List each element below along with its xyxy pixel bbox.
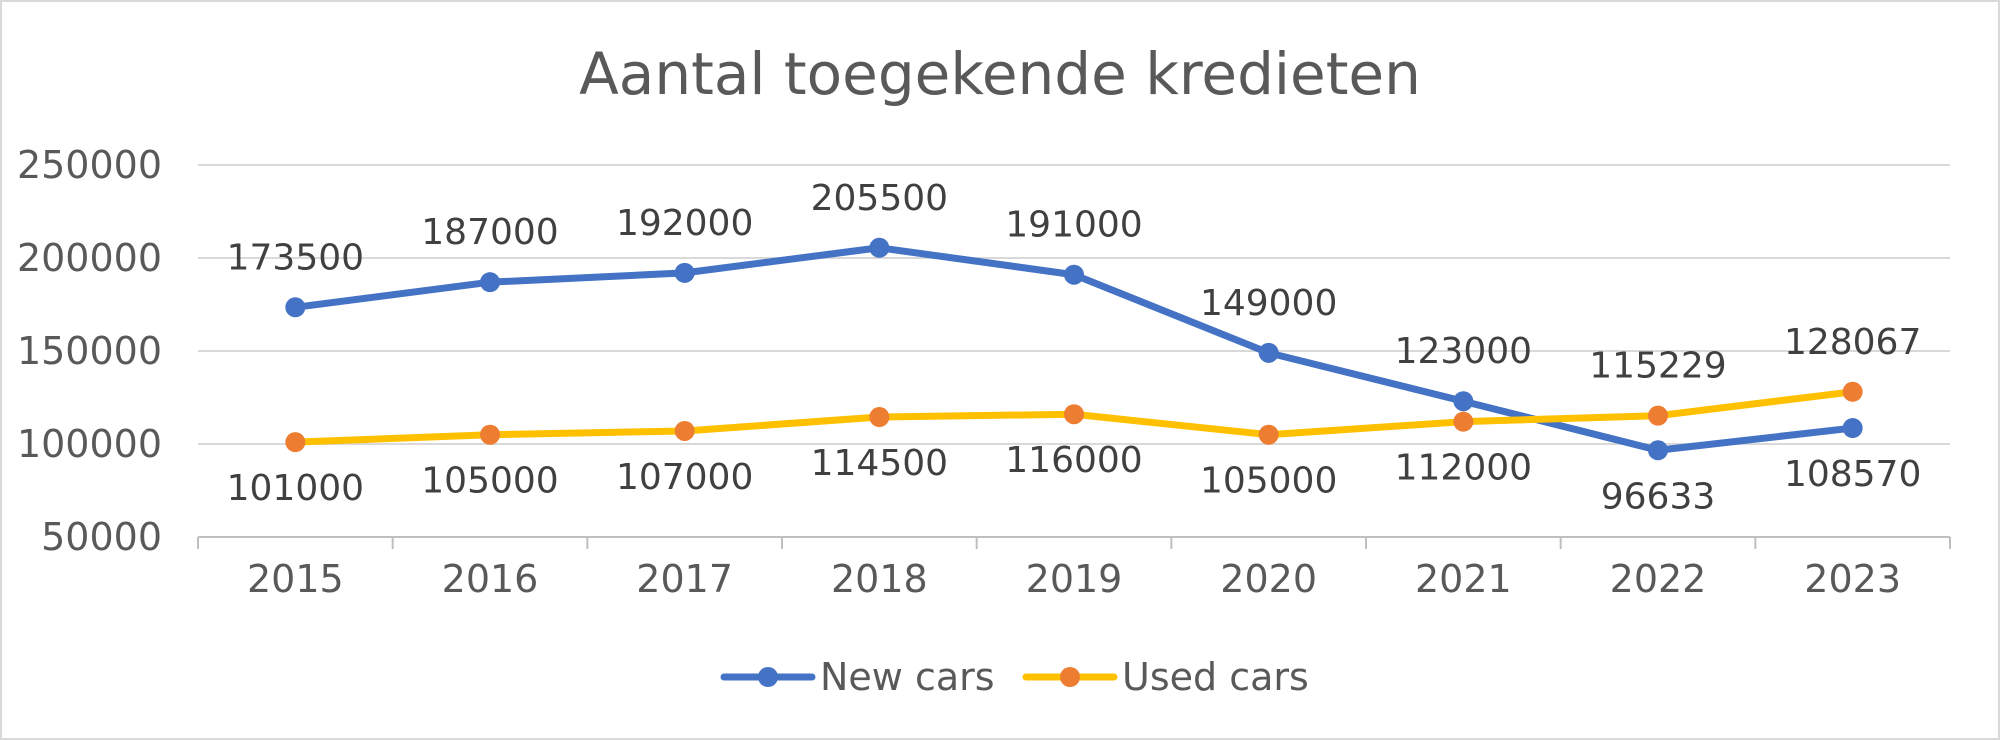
legend: New cars Used cars bbox=[720, 655, 1309, 699]
data-point-used-cars bbox=[1258, 424, 1279, 445]
x-tick-label: 2016 bbox=[442, 557, 539, 601]
y-tick-label: 100000 bbox=[17, 422, 162, 466]
data-label-new-cars: 205500 bbox=[811, 178, 948, 219]
data-point-new-cars bbox=[1842, 418, 1863, 439]
data-point-used-cars bbox=[285, 432, 306, 453]
legend-label: New cars bbox=[820, 655, 995, 699]
data-point-new-cars bbox=[1453, 391, 1474, 412]
x-tick-label: 2019 bbox=[1026, 557, 1123, 601]
data-label-used-cars: 112000 bbox=[1395, 448, 1532, 489]
x-tick-label: 2022 bbox=[1610, 557, 1707, 601]
y-axis: 250000 200000 150000 100000 50000 bbox=[17, 143, 162, 559]
legend-item-used-cars: Used cars bbox=[1022, 655, 1309, 699]
legend-marker-swatch bbox=[758, 667, 778, 687]
x-axis: 2015 2016 2017 2018 2019 2020 2021 2022 2023 bbox=[197, 536, 1951, 601]
x-tick-label: 2017 bbox=[636, 557, 733, 601]
x-tick-label: 2015 bbox=[247, 557, 344, 601]
data-label-new-cars: 192000 bbox=[616, 203, 753, 244]
data-point-new-cars bbox=[285, 297, 306, 318]
x-tick-label: 2020 bbox=[1220, 557, 1317, 601]
data-point-used-cars bbox=[1453, 411, 1474, 432]
x-tick-label: 2021 bbox=[1415, 557, 1512, 601]
series-layer bbox=[285, 237, 1863, 461]
data-label-used-cars: 105000 bbox=[1200, 461, 1337, 502]
y-tick-label: 250000 bbox=[17, 143, 162, 187]
data-label-used-cars: 105000 bbox=[421, 461, 558, 502]
data-labels: 173500 101000 187000 105000 192000 107000 2055… bbox=[227, 178, 1922, 517]
data-point-used-cars bbox=[869, 407, 890, 428]
data-label-used-cars: 114500 bbox=[811, 443, 948, 484]
y-tick-label: 50000 bbox=[41, 515, 162, 559]
chart-title: Aantal toegekende kredieten bbox=[579, 40, 1421, 108]
data-point-used-cars bbox=[480, 424, 500, 445]
legend-item-new-cars: New cars bbox=[720, 655, 995, 699]
data-label-new-cars: 173500 bbox=[227, 237, 364, 278]
legend-marker-swatch bbox=[1060, 667, 1080, 687]
data-label-new-cars: 149000 bbox=[1200, 283, 1337, 324]
data-point-used-cars bbox=[1648, 405, 1668, 426]
data-label-used-cars: 116000 bbox=[1005, 440, 1142, 481]
data-point-new-cars bbox=[869, 237, 890, 258]
data-point-new-cars bbox=[674, 262, 695, 283]
data-label-used-cars: 101000 bbox=[227, 468, 364, 509]
data-label-used-cars: 115229 bbox=[1589, 346, 1726, 387]
data-label-new-cars: 191000 bbox=[1005, 205, 1142, 246]
y-tick-label: 200000 bbox=[17, 236, 162, 280]
data-label-new-cars: 123000 bbox=[1395, 331, 1532, 372]
data-label-new-cars: 108570 bbox=[1784, 454, 1921, 495]
data-label-used-cars: 107000 bbox=[616, 457, 753, 498]
data-point-new-cars bbox=[480, 272, 500, 293]
data-point-new-cars bbox=[1648, 440, 1668, 461]
data-point-new-cars bbox=[1064, 264, 1084, 285]
data-label-new-cars: 96633 bbox=[1601, 476, 1716, 517]
data-point-new-cars bbox=[1258, 342, 1279, 363]
data-point-used-cars bbox=[674, 420, 695, 441]
y-tick-label: 150000 bbox=[17, 329, 162, 373]
data-point-used-cars bbox=[1064, 404, 1084, 425]
x-tick-label: 2018 bbox=[831, 557, 928, 601]
data-label-new-cars: 187000 bbox=[421, 212, 558, 253]
x-tick-label: 2023 bbox=[1804, 557, 1901, 601]
data-label-used-cars: 128067 bbox=[1784, 322, 1921, 363]
data-point-used-cars bbox=[1842, 381, 1863, 402]
legend-label: Used cars bbox=[1122, 655, 1309, 699]
